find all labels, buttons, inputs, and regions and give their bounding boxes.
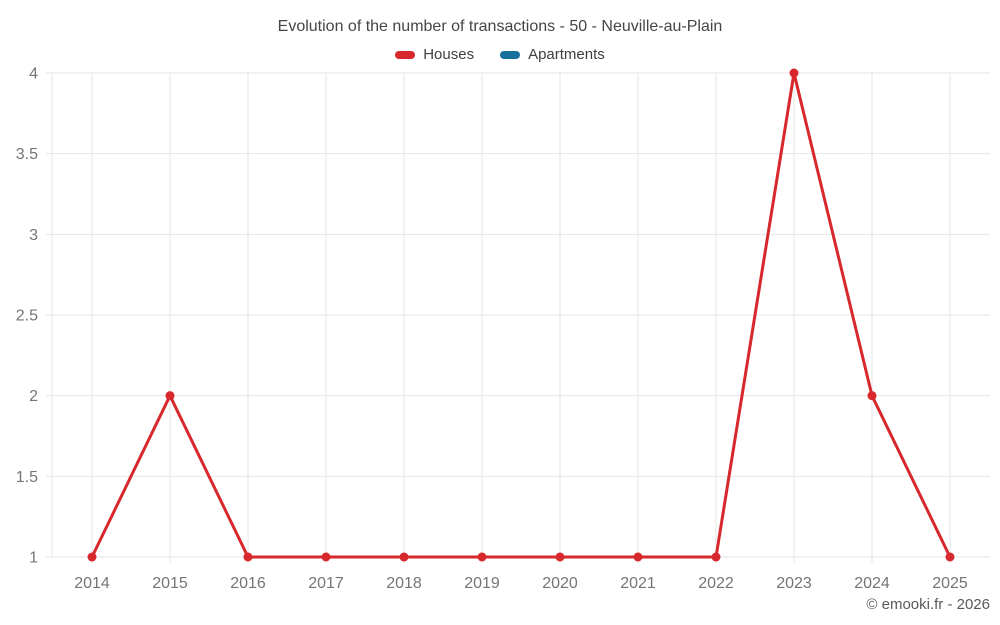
x-tick-label: 2020 bbox=[542, 575, 578, 592]
houses-series-line bbox=[90, 71, 952, 559]
y-tick-label: 2 bbox=[29, 388, 38, 405]
legend-label-apartments: Apartments bbox=[528, 46, 605, 63]
y-tick-label: 2.5 bbox=[16, 308, 38, 325]
x-tick-label: 2025 bbox=[932, 575, 968, 592]
houses-data-point-2022[interactable] bbox=[711, 552, 721, 562]
houses-data-point-2018[interactable] bbox=[399, 552, 409, 562]
houses-data-point-2015[interactable] bbox=[165, 391, 175, 401]
houses-legend-swatch-icon bbox=[395, 50, 416, 59]
chart-title: Evolution of the number of transactions … bbox=[277, 18, 723, 35]
watermark: © emooki.fr - 2026 bbox=[866, 596, 990, 613]
y-tick-label: 3 bbox=[29, 227, 38, 244]
x-tick-label: 2014 bbox=[74, 575, 110, 592]
y-tick-label: 1.5 bbox=[16, 469, 38, 486]
x-tick-label: 2021 bbox=[620, 575, 656, 592]
houses-data-point-2025[interactable] bbox=[945, 552, 955, 562]
x-tick-label: 2015 bbox=[152, 575, 188, 592]
houses-data-point-2016[interactable] bbox=[243, 552, 253, 562]
houses-data-point-2019[interactable] bbox=[477, 552, 487, 562]
x-tick-label: 2017 bbox=[308, 575, 344, 592]
houses-data-point-2023[interactable] bbox=[789, 68, 799, 78]
houses-data-point-2017[interactable] bbox=[321, 552, 331, 562]
x-tick-label: 2024 bbox=[854, 575, 890, 592]
x-tick-label: 2023 bbox=[776, 575, 812, 592]
legend-item-apartments[interactable]: Apartments bbox=[500, 46, 605, 63]
y-tick-label: 1 bbox=[29, 550, 38, 567]
apartments-legend-swatch-icon bbox=[500, 50, 521, 59]
y-tick-label: 3.5 bbox=[16, 146, 38, 163]
x-tick-label: 2018 bbox=[386, 575, 422, 592]
houses-data-point-2014[interactable] bbox=[87, 552, 97, 562]
legend-label-houses: Houses bbox=[423, 46, 475, 63]
houses-data-point-2020[interactable] bbox=[555, 552, 565, 562]
x-tick-label: 2019 bbox=[464, 575, 500, 592]
houses-data-point-2021[interactable] bbox=[633, 552, 643, 562]
y-tick-label: 4 bbox=[29, 66, 38, 83]
x-tick-label: 2016 bbox=[230, 575, 266, 592]
houses-data-point-2024[interactable] bbox=[867, 391, 877, 401]
x-tick-label: 2022 bbox=[698, 575, 734, 592]
legend-item-houses[interactable]: Houses bbox=[395, 46, 474, 63]
chart-legend: Houses Apartments bbox=[0, 46, 1000, 63]
